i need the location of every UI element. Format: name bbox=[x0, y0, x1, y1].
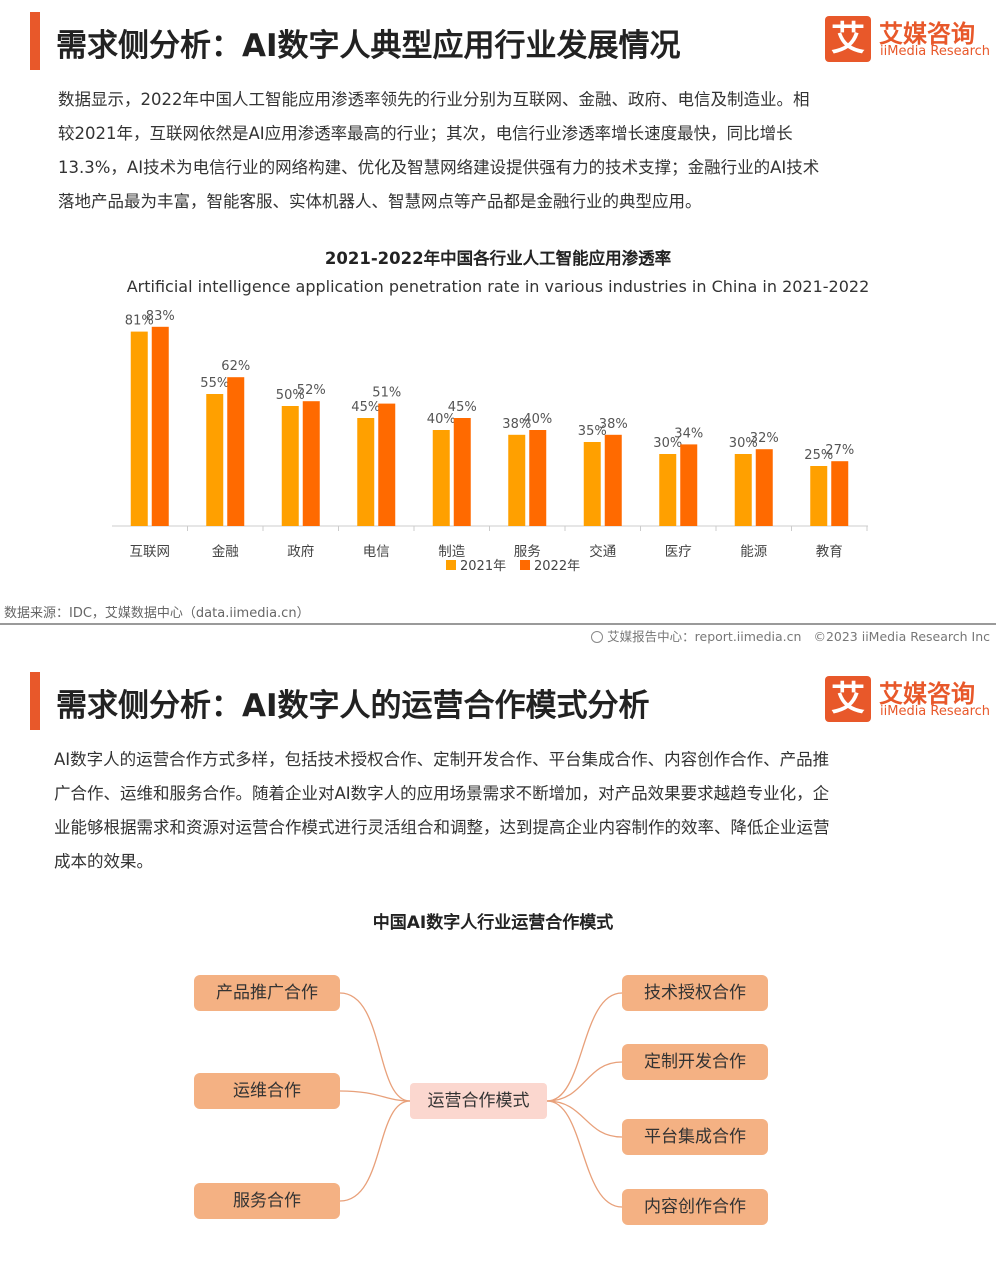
category-label: 政府 bbox=[287, 544, 314, 560]
data-label: 51% bbox=[372, 386, 401, 401]
data-label: 45% bbox=[448, 400, 477, 415]
globe-icon bbox=[591, 631, 604, 643]
bar-2021年 bbox=[659, 454, 677, 526]
bar-2021年 bbox=[810, 466, 828, 526]
bar-2021年 bbox=[206, 394, 224, 526]
mindmap-node-left: 服务合作 bbox=[194, 1183, 340, 1219]
category-label: 服务 bbox=[514, 544, 541, 560]
footer: 艾媒报告中心：report.iimedia.cn ©2023 iiMedia Re… bbox=[591, 626, 990, 645]
category-label: 交通 bbox=[589, 543, 617, 560]
logo-mark-icon: 艾 bbox=[825, 676, 871, 722]
bar-2021年 bbox=[130, 331, 148, 526]
data-label: 55% bbox=[200, 376, 229, 391]
data-label: 81% bbox=[125, 314, 154, 329]
mindmap-node-left: 产品推广合作 bbox=[194, 975, 340, 1011]
data-label: 32% bbox=[750, 431, 779, 446]
data-label: 40% bbox=[427, 412, 456, 427]
category-label: 金融 bbox=[212, 544, 239, 560]
bar-2021年 bbox=[357, 418, 375, 526]
paragraph-line: AI数字人的运营合作方式多样，包括技术授权合作、定制开发合作、平台集成合作、内容… bbox=[54, 750, 830, 769]
intro-paragraph-2: AI数字人的运营合作方式多样，包括技术授权合作、定制开发合作、平台集成合作、内容… bbox=[54, 743, 954, 879]
data-label: 45% bbox=[351, 400, 380, 415]
legend-swatch bbox=[446, 560, 456, 570]
mindmap-center-node: 运营合作模式 bbox=[410, 1083, 547, 1119]
mindmap-connectors bbox=[339, 992, 623, 1208]
data-label: 62% bbox=[221, 359, 250, 374]
section-divider bbox=[0, 623, 996, 625]
paragraph-line: 数据显示，2022年中国人工智能应用渗透率领先的行业分别为互联网、金融、政府、电… bbox=[58, 90, 810, 109]
title-accent-bar bbox=[30, 672, 40, 730]
data-label: 30% bbox=[729, 436, 758, 451]
paragraph-line: 成本的效果。 bbox=[54, 852, 153, 871]
chart-subtitle: Artificial intelligence application pene… bbox=[126, 277, 870, 296]
mindmap-node-right: 定制开发合作 bbox=[622, 1044, 768, 1080]
legend-label: 2021年 bbox=[460, 559, 506, 574]
footer-report-link[interactable]: 艾媒报告中心：report.iimedia.cn bbox=[607, 629, 802, 644]
category-label: 教育 bbox=[816, 544, 843, 560]
data-label: 38% bbox=[599, 417, 628, 432]
data-source: 数据来源：IDC，艾媒数据中心（data.iimedia.cn） bbox=[4, 606, 310, 621]
bar-2021年 bbox=[508, 434, 526, 526]
data-label: 52% bbox=[297, 383, 326, 398]
data-label: 38% bbox=[502, 417, 531, 432]
bar-2022年 bbox=[755, 449, 773, 526]
paragraph-line: 业能够根据需求和资源对运营合作模式进行灵活组合和调整，达到提高企业内容制作的效率… bbox=[54, 818, 830, 837]
bar-2022年 bbox=[302, 401, 320, 526]
footer-copyright: ©2023 iiMedia Research Inc bbox=[813, 629, 990, 644]
category-label: 互联网 bbox=[130, 544, 171, 560]
category-label: 制造 bbox=[438, 544, 465, 560]
bar-2022年 bbox=[378, 403, 396, 526]
title-accent-bar bbox=[30, 12, 40, 70]
paragraph-line: 广合作、运维和服务合作。随着企业对AI数字人的应用场景需求不断增加，对产品效果要… bbox=[54, 784, 830, 803]
mindmap-node-right: 技术授权合作 bbox=[622, 975, 768, 1011]
diagram-title: 中国AI数字人行业运营合作模式 bbox=[372, 913, 614, 933]
bar-2021年 bbox=[734, 454, 752, 526]
brand-logo: 艾 艾媒咨询 iiMedia Research bbox=[825, 16, 990, 64]
chart-title: 2021-2022年中国各行业人工智能应用渗透率 bbox=[324, 249, 672, 268]
bar-2022年 bbox=[680, 444, 698, 526]
paragraph-line: 13.3%，AI技术为电信行业的网络构建、优化及智慧网络建设提供强有力的技术支撑… bbox=[58, 158, 820, 177]
page-title-2: 需求侧分析：AI数字人的运营合作模式分析 bbox=[56, 688, 650, 724]
data-label: 83% bbox=[146, 309, 175, 324]
logo-name-en: iiMedia Research bbox=[880, 704, 991, 719]
bar-chart: 81%83%互联网55%62%金融50%52%政府45%51%电信40%45%制… bbox=[112, 309, 868, 574]
bar-2021年 bbox=[432, 430, 450, 526]
bar-2022年 bbox=[831, 461, 849, 526]
logo-name-cn: 艾媒咨询 bbox=[879, 20, 975, 48]
brand-logo: 艾 艾媒咨询 iiMedia Research bbox=[825, 676, 990, 724]
category-label: 医疗 bbox=[665, 544, 692, 560]
bar-2022年 bbox=[151, 326, 169, 526]
bar-2021年 bbox=[583, 442, 601, 526]
legend-swatch bbox=[520, 560, 530, 570]
legend-label: 2022年 bbox=[534, 559, 580, 574]
data-label: 50% bbox=[276, 388, 305, 403]
mindmap-node-right: 平台集成合作 bbox=[622, 1119, 768, 1155]
data-label: 34% bbox=[674, 426, 703, 441]
data-label: 25% bbox=[804, 448, 833, 463]
paragraph-line: 较2021年，互联网依然是AI应用渗透率最高的行业；其次，电信行业渗透率增长速度… bbox=[58, 124, 793, 143]
logo-mark-icon: 艾 bbox=[825, 16, 871, 62]
bar-2022年 bbox=[227, 377, 245, 526]
paragraph-line: 落地产品最为丰富，智能客服、实体机器人、智慧网点等产品都是金融行业的典型应用。 bbox=[58, 192, 702, 211]
page-title: 需求侧分析：AI数字人典型应用行业发展情况 bbox=[56, 28, 681, 64]
data-label: 30% bbox=[653, 436, 682, 451]
mindmap-node-right: 内容创作合作 bbox=[622, 1189, 768, 1225]
bar-2022年 bbox=[604, 434, 622, 526]
data-label: 27% bbox=[825, 443, 854, 458]
data-label: 35% bbox=[578, 424, 607, 439]
category-label: 电信 bbox=[363, 544, 390, 560]
data-label: 40% bbox=[523, 412, 552, 427]
category-label: 能源 bbox=[740, 544, 768, 560]
bar-2022年 bbox=[529, 430, 547, 526]
mindmap-node-left: 运维合作 bbox=[194, 1073, 340, 1109]
logo-name-cn: 艾媒咨询 bbox=[879, 680, 975, 708]
bar-2021年 bbox=[281, 406, 299, 526]
logo-name-en: iiMedia Research bbox=[880, 44, 991, 59]
intro-paragraph: 数据显示，2022年中国人工智能应用渗透率领先的行业分别为互联网、金融、政府、电… bbox=[58, 83, 938, 219]
bar-2022年 bbox=[453, 418, 471, 526]
